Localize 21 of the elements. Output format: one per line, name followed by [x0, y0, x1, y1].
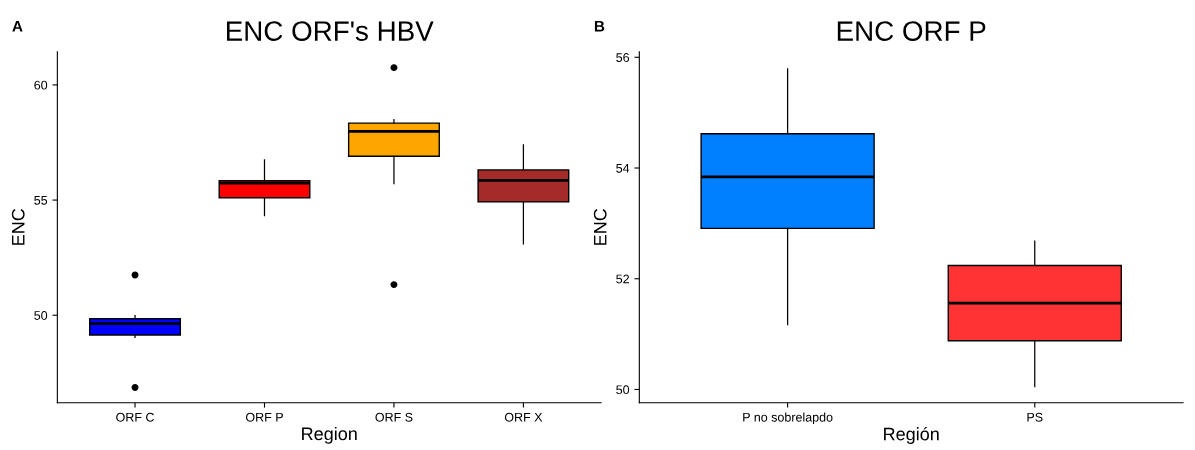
y-tick-label: 55 [34, 196, 48, 205]
x-axis-title: Región [884, 426, 939, 444]
x-axis-title: Region [302, 426, 357, 444]
text: B [594, 20, 605, 32]
x-tick-label: P no sobrelapdo [743, 412, 833, 425]
x-tick-label: PS [1027, 412, 1043, 422]
y-tick-label: 50 [34, 311, 48, 320]
y-tick-label: 50 [616, 385, 630, 395]
y-axis-title: ENC [11, 208, 25, 245]
chart-title: ENC ORF P [837, 21, 986, 41]
x-tick-label: ORF S [375, 412, 413, 422]
x-tick-label: ORF X [504, 412, 543, 422]
x-tick-label: ORF P [245, 412, 283, 422]
chart-title: ENC ORF's HBV [226, 21, 434, 41]
y-tick-label: 54 [616, 163, 630, 173]
y-tick-label: 60 [34, 80, 48, 90]
x-tick-label: ORF C [116, 412, 154, 422]
y-axis-title: ENC [593, 208, 607, 245]
text: A [12, 20, 23, 32]
y-tick-label: 52 [616, 274, 629, 284]
y-tick-label: 56 [616, 53, 630, 62]
